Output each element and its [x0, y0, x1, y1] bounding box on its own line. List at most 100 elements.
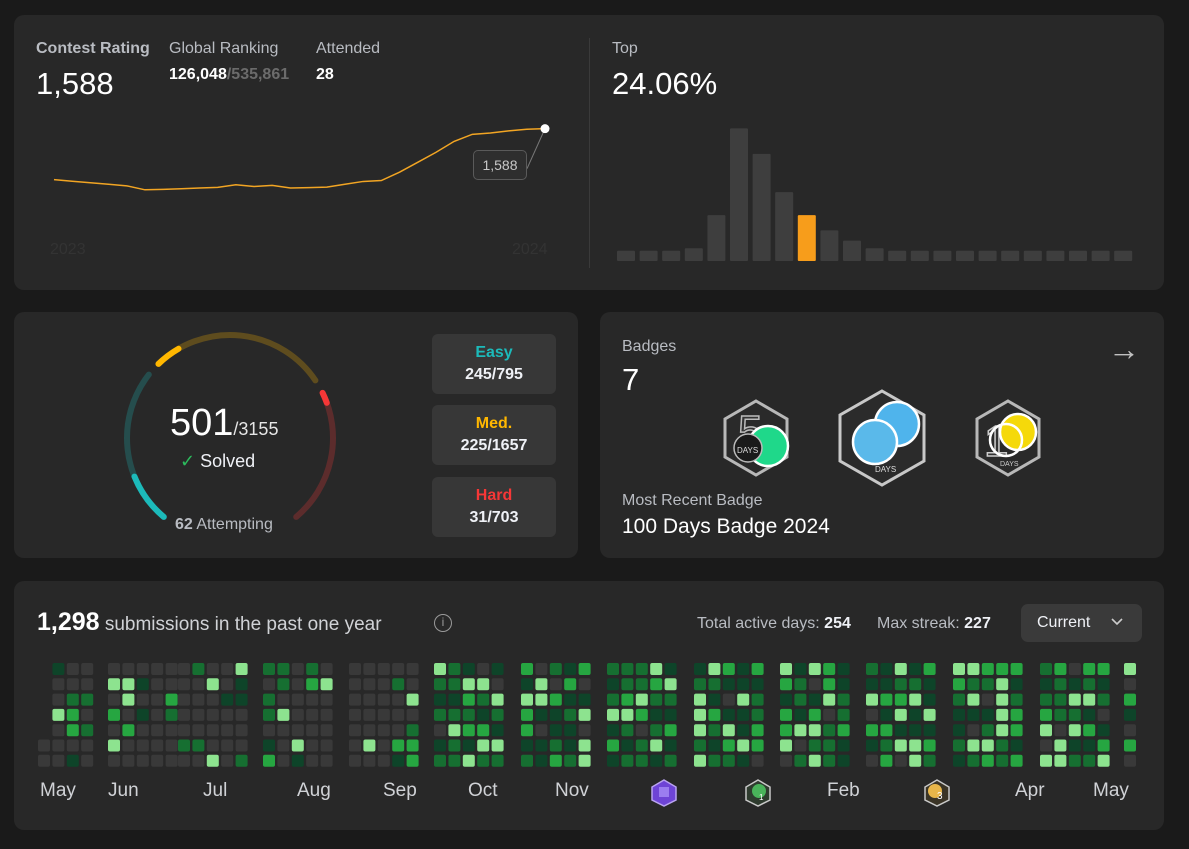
jan-badge-icon[interactable]: 1	[744, 779, 772, 807]
rating-tooltip	[473, 150, 527, 180]
easy-progress	[131, 473, 167, 520]
histogram-bar[interactable]	[1091, 250, 1110, 261]
year-start-label: 2023	[50, 241, 86, 258]
histogram-bar[interactable]	[617, 250, 635, 261]
year-dropdown[interactable]: Current	[1021, 604, 1142, 642]
histogram-bar[interactable]	[820, 230, 839, 261]
hard-label: Hard	[475, 487, 513, 504]
badge-100-text: DAYS	[1000, 461, 1019, 468]
histogram-bar[interactable]	[775, 192, 794, 261]
rating-distribution-histogram[interactable]	[610, 120, 1140, 265]
attended-value: 28	[316, 66, 334, 83]
solved-number: 501	[170, 402, 234, 444]
histogram-bar[interactable]	[933, 250, 952, 261]
histogram-bar[interactable]	[1046, 250, 1065, 261]
medium-box[interactable]: Med. 225/1657	[432, 405, 556, 465]
chevron-down-icon	[1111, 618, 1123, 626]
month-label-nov: Nov	[555, 780, 589, 801]
solved-text: Solved	[200, 451, 256, 471]
top-percentage-value: 24.06%	[612, 66, 718, 101]
histogram-bar[interactable]	[730, 128, 748, 261]
histogram-bar[interactable]	[843, 240, 861, 261]
badge-50-days-icon[interactable]: 5 DAYS	[720, 398, 792, 478]
badge-100-days-icon[interactable]: 1 DAYS	[972, 398, 1044, 478]
attempting-text: Attempting	[196, 516, 273, 533]
histogram-bar[interactable]	[1069, 250, 1087, 261]
jan-badge-digit: 1	[759, 793, 764, 802]
badge-daily-text: DAYS	[875, 465, 896, 474]
dropdown-value: Current	[1037, 614, 1091, 631]
badges-label: Badges	[622, 338, 677, 355]
most-recent-badge-label: Most Recent Badge	[622, 492, 763, 509]
contest-rating-label: Contest Rating	[36, 40, 150, 57]
histogram-bar[interactable]	[888, 250, 907, 261]
month-label-jun: Jun	[108, 780, 139, 801]
card-divider	[589, 38, 590, 268]
solved-progress-ring[interactable]	[110, 330, 350, 540]
global-ranking-rank: 126,048	[169, 66, 227, 83]
histogram-bar[interactable]	[1001, 250, 1020, 261]
submissions-title: 1,298 submissions in the past one year	[37, 608, 382, 637]
active-days-label: Total active days:	[697, 615, 825, 632]
global-ranking-value: 126,048/535,861	[169, 66, 289, 84]
histogram-bar[interactable]	[639, 250, 658, 261]
month-label-feb: Feb	[827, 780, 860, 801]
histogram-bar[interactable]	[956, 250, 974, 261]
solved-count: 501/3155	[170, 402, 278, 445]
dec-badge-icon[interactable]	[650, 779, 678, 807]
month-label-oct: Oct	[468, 780, 498, 801]
submissions-count: 1,298	[37, 608, 100, 636]
solved-label: ✓ Solved	[180, 451, 255, 472]
month-label-apr: Apr	[1015, 780, 1045, 801]
hard-track	[293, 389, 336, 520]
mar-badge-digit: 3	[937, 791, 943, 802]
rating-line-chart[interactable]: 2023 2024	[40, 110, 570, 270]
global-ranking-total: /535,861	[226, 66, 290, 83]
month-label-aug: Aug	[297, 780, 331, 801]
easy-value: 245/795	[465, 366, 523, 383]
active-days-value: 254	[824, 615, 851, 632]
badge-50-text: DAYS	[737, 446, 758, 455]
hard-value: 31/703	[469, 509, 519, 526]
top-label: Top	[612, 40, 638, 57]
max-streak-value: 227	[964, 615, 991, 632]
easy-label: Easy	[475, 344, 513, 361]
attempting-count: 62	[175, 516, 193, 533]
histogram-bar-current[interactable]	[797, 215, 816, 261]
max-streak: Max streak: 227	[877, 615, 991, 633]
histogram-bar[interactable]	[910, 250, 929, 261]
info-icon[interactable]: i	[434, 614, 452, 632]
medium-label: Med.	[475, 415, 513, 432]
month-label-sep: Sep	[383, 780, 417, 801]
contest-rating-value: 1,588	[36, 66, 114, 101]
current-rating-point[interactable]	[540, 124, 550, 134]
global-ranking-label: Global Ranking	[169, 40, 279, 57]
arrow-right-icon[interactable]: →	[1108, 331, 1140, 367]
rating-tooltip-value: 1,588	[482, 157, 518, 173]
max-streak-label: Max streak:	[877, 615, 965, 632]
histogram-bar[interactable]	[707, 215, 726, 261]
histogram-bar[interactable]	[865, 248, 884, 261]
histogram-bar[interactable]	[978, 250, 997, 261]
submissions-text: submissions in the past one year	[99, 614, 382, 635]
month-label-may-end: May	[1093, 780, 1129, 801]
hard-box[interactable]: Hard 31/703	[432, 477, 556, 537]
tooltip-connector	[526, 128, 546, 169]
year-end-label: 2024	[512, 241, 548, 258]
histogram-bar[interactable]	[662, 250, 681, 261]
histogram-bar[interactable]	[1114, 250, 1133, 261]
badge-daily-icon[interactable]: DAYS	[835, 388, 929, 488]
mar-badge-icon[interactable]: 3	[923, 779, 951, 807]
histogram-bar[interactable]	[684, 248, 703, 261]
month-label-may-start: May	[40, 780, 76, 801]
badges-count: 7	[622, 362, 640, 397]
month-label-jul: Jul	[203, 780, 228, 801]
medium-track	[155, 332, 319, 384]
easy-box[interactable]: Easy 245/795	[432, 334, 556, 394]
histogram-bar[interactable]	[1023, 250, 1042, 261]
histogram-bar[interactable]	[752, 153, 771, 261]
check-icon: ✓	[180, 451, 196, 471]
medium-progress	[155, 345, 182, 367]
attended-label: Attended	[316, 40, 381, 57]
attempting-label: 62 Attempting	[175, 516, 273, 534]
